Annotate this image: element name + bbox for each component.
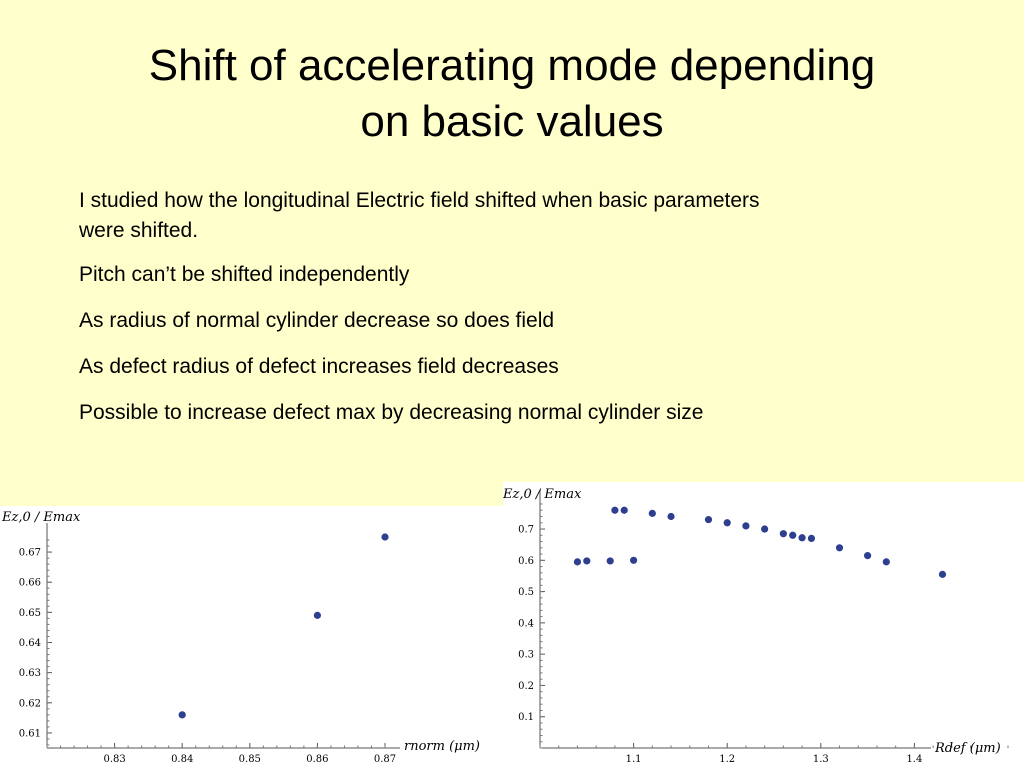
rdef-y-tick-label-3: 0.4 (518, 618, 534, 629)
rnorm-x-tick-label-3: 0.86 (306, 754, 328, 765)
rdef-point-12 (779, 530, 787, 538)
rdef-point-10 (742, 522, 750, 530)
rdef-point-8 (704, 516, 713, 524)
rdef-point-1 (583, 557, 591, 565)
rnorm-x-tick-label-1: 0.84 (171, 754, 193, 765)
bullet-5: Possible to increase defect max by decre… (79, 401, 704, 424)
rnorm-y-tick-label-2: 0.63 (19, 668, 41, 679)
bullet-1: I studied how the longitudinal Electric … (79, 189, 760, 242)
chart-rnorm: 0.83 0.84 0.85 0.86 0.87 0.61 0.62 0.63 0.64 0.65… (0, 506, 503, 768)
rdef-point-19 (938, 570, 947, 578)
slide-title: Shift of accelerating mode depending on … (0, 38, 1024, 150)
rdef-x-tick-label-1: 1.2 (719, 754, 735, 765)
rnorm-point-1 (313, 611, 321, 619)
rdef-y-tick-label-1: 0.2 (518, 681, 534, 692)
rdef-x-axis-label: Rdef (μm) (934, 741, 1001, 756)
rnorm-y-tick-label-4: 0.65 (19, 608, 41, 619)
rdef-y-tick-label-5: 0.6 (518, 556, 534, 567)
rdef-y-axis-label: Ez,0 / Emax (503, 487, 582, 502)
rdef-x-tick-label-2: 1.3 (813, 754, 829, 765)
slide-body: I studied how the longitudinal Electric … (79, 186, 879, 444)
rnorm-point-2 (381, 533, 389, 541)
rnorm-y-tick-label-3: 0.64 (19, 638, 41, 649)
rdef-point-14 (798, 534, 806, 542)
rdef-y-tick-label-0: 0.1 (518, 712, 534, 723)
rdef-point-18 (882, 558, 890, 566)
rdef-point-6 (648, 509, 656, 517)
rnorm-y-axis-label: Ez,0 / Emax (1, 510, 81, 525)
rdef-point-13 (789, 531, 797, 539)
bullet-4: As defect radius of defect increases fie… (79, 355, 559, 378)
rnorm-y-tick-label-6: 0.67 (19, 548, 41, 559)
bullet-3: As radius of normal cylinder decrease so… (79, 309, 555, 332)
rnorm-y-tick-label-1: 0.62 (19, 698, 41, 709)
rdef-y-tick-label-2: 0.3 (518, 650, 534, 661)
rnorm-y-tick-label-0: 0.61 (19, 728, 41, 739)
rdef-x-tick-label-0: 1.1 (626, 754, 642, 765)
chart-rdef: 1.1 1.2 1.3 1.4 0.1 0.2 0.3 0.4 0.5 0.6 0.7 Ez,0 / … (503, 482, 1024, 768)
rdef-point-4 (620, 506, 628, 514)
slide-title-line-1: Shift of accelerating mode depending (148, 41, 876, 90)
rdef-point-15 (807, 534, 816, 543)
rdef-x-tick-label-3: 1.4 (906, 754, 922, 765)
rdef-point-9 (723, 519, 731, 527)
rnorm-point-0 (178, 711, 186, 719)
rnorm-x-tick-label-2: 0.85 (239, 754, 261, 765)
rdef-point-16 (835, 544, 844, 552)
rdef-y-tick-label-6: 0.7 (518, 525, 534, 536)
rnorm-y-tick-label-5: 0.66 (19, 578, 41, 589)
rdef-point-7 (667, 512, 675, 521)
rdef-point-0 (573, 558, 582, 566)
bullet-2: Pitch can’t be shifted independently (79, 263, 410, 286)
rdef-point-11 (761, 525, 769, 533)
chart-rdef-svg: 1.1 1.2 1.3 1.4 0.1 0.2 0.3 0.4 0.5 0.6 0.7 Ez,0 / … (503, 487, 1009, 765)
rnorm-x-tick-label-4: 0.87 (374, 754, 396, 765)
rdef-point-3 (611, 506, 619, 514)
chart-rnorm-svg: 0.83 0.84 0.85 0.86 0.87 0.61 0.62 0.63 0.64 0.65… (1, 510, 480, 765)
rnorm-x-tick-label-0: 0.83 (103, 754, 125, 765)
rnorm-x-axis-label: rnorm (μm) (404, 739, 480, 754)
rdef-point-2 (606, 557, 614, 565)
rdef-point-17 (864, 552, 872, 560)
slide-title-line-2: on basic values (360, 97, 664, 146)
rdef-y-tick-label-4: 0.5 (518, 587, 534, 598)
rdef-point-5 (630, 556, 638, 564)
